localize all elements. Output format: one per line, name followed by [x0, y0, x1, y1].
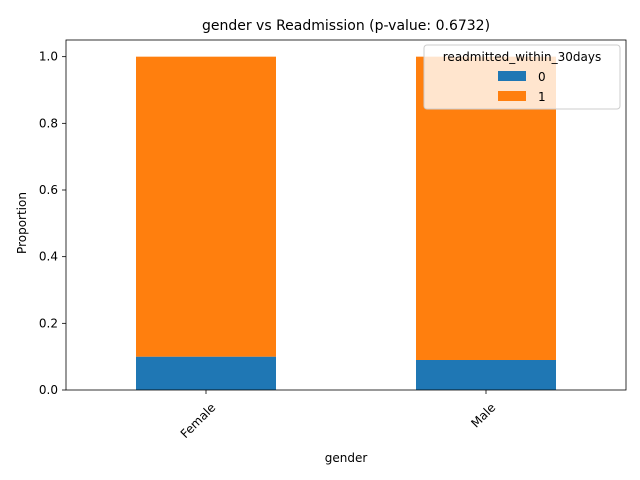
bar-female-series-1 [136, 56, 276, 357]
legend-title: readmitted_within_30days [443, 50, 601, 64]
chart-title: gender vs Readmission (p-value: 0.6732) [202, 18, 490, 34]
x-tick-label-male: Male [468, 400, 498, 430]
y-tick-label: 0.6 [39, 183, 58, 197]
bar-female-series-0 [136, 356, 276, 390]
legend-swatch-1 [498, 91, 526, 101]
y-tick-label: 0.0 [39, 383, 58, 397]
x-tick-label-female: Female [178, 400, 219, 441]
x-axis-label: gender [325, 451, 368, 465]
legend-label-1: 1 [538, 90, 546, 104]
y-tick-label: 0.8 [39, 116, 58, 130]
y-axis-label: Proportion [15, 192, 29, 254]
legend: readmitted_within_30days 0 1 [423, 44, 621, 110]
plot-frame [65, 39, 627, 391]
bar-male-series-0 [416, 360, 556, 390]
y-tick-label: 0.2 [39, 316, 58, 330]
legend-swatch-0 [498, 71, 526, 81]
legend-label-0: 0 [538, 70, 546, 84]
y-tick-label: 1.0 [39, 50, 58, 64]
y-tick-label: 0.4 [39, 250, 58, 264]
